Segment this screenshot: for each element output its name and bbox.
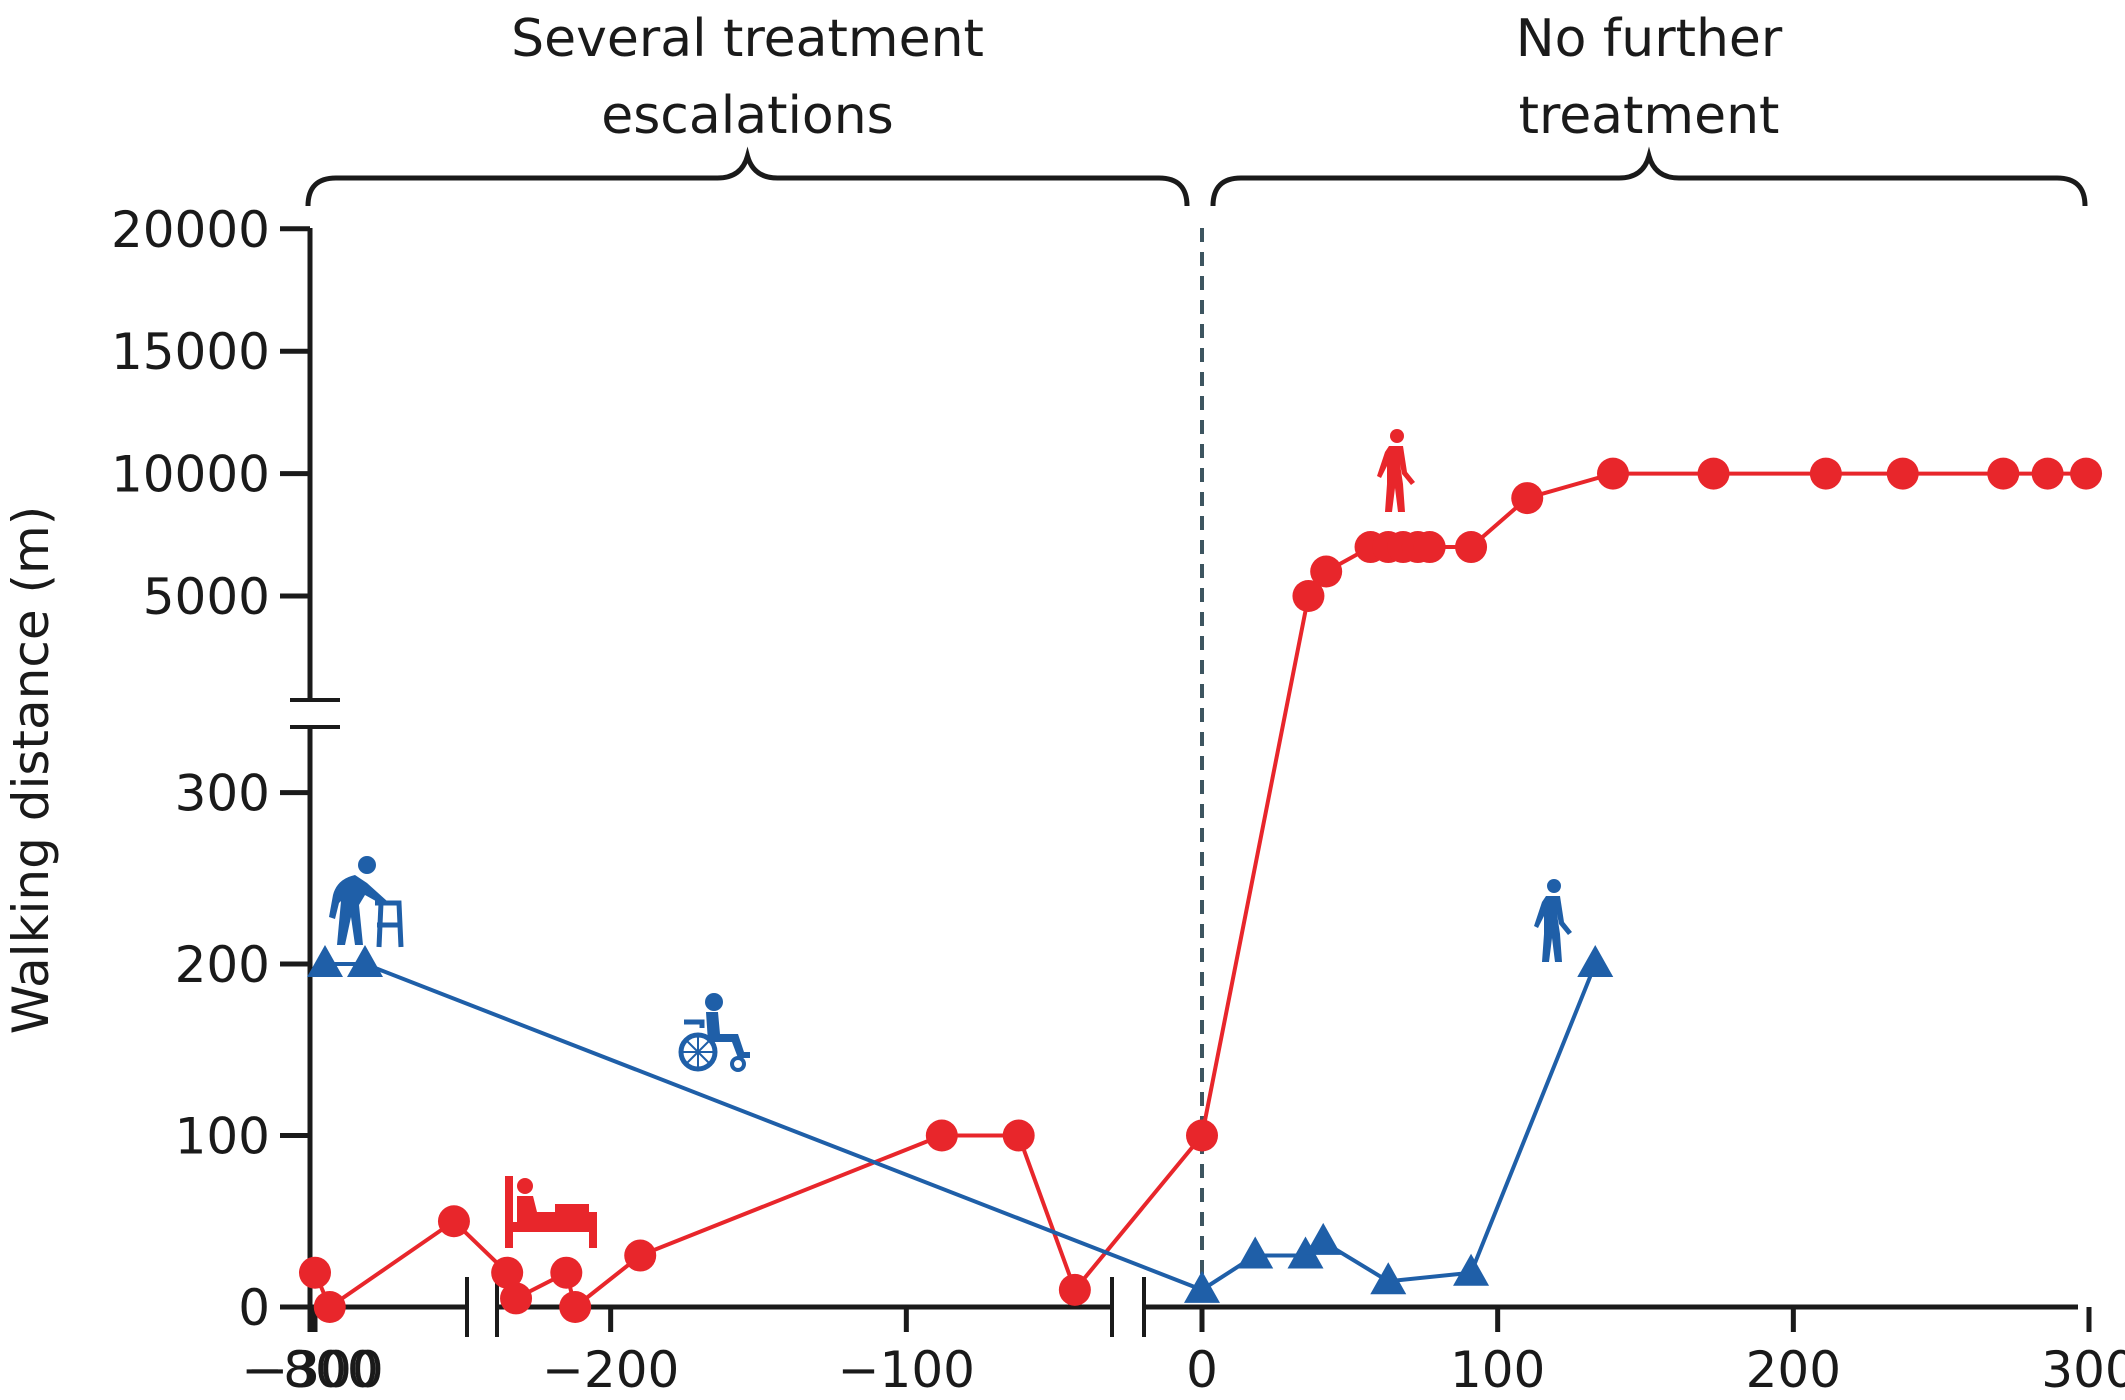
y-tick-label: 20000 bbox=[111, 201, 270, 259]
red-data-point bbox=[2031, 457, 2064, 490]
red-data-point bbox=[624, 1239, 657, 1272]
red-data-point bbox=[1596, 457, 1629, 490]
blue-data-point bbox=[347, 945, 383, 978]
period-brackets bbox=[305, 146, 2088, 207]
period-label-line: treatment bbox=[1519, 86, 1780, 146]
series-markers bbox=[298, 457, 2103, 1323]
icon-body bbox=[1377, 446, 1415, 512]
walking-person-icon bbox=[1377, 429, 1415, 512]
x-tick-label: −800 bbox=[241, 1341, 378, 1399]
blue-data-point bbox=[1184, 1270, 1220, 1303]
icon-head bbox=[705, 993, 723, 1011]
blue-data-point bbox=[1370, 1262, 1407, 1295]
wheelchair-icon bbox=[678, 993, 750, 1072]
x-tick-label: 300 bbox=[2041, 1341, 2125, 1399]
icon-body bbox=[329, 875, 387, 945]
icon-head bbox=[1390, 429, 1404, 443]
red-data-point bbox=[1002, 1119, 1035, 1152]
period-label-line: Several treatment bbox=[511, 9, 984, 69]
red-series-line bbox=[313, 471, 2087, 1311]
x-tick-label: 100 bbox=[1450, 1341, 1545, 1399]
red-data-point bbox=[1292, 580, 1325, 612]
icon-head bbox=[1547, 879, 1561, 893]
period-labels: Several treatment escalations No further tr… bbox=[511, 9, 1783, 146]
blue-series-line bbox=[325, 962, 1598, 1293]
red-data-point bbox=[1886, 457, 1919, 490]
icon-small-wheel bbox=[730, 1056, 746, 1072]
blue-data-point bbox=[1577, 945, 1614, 978]
x-tick-label: 200 bbox=[1746, 1341, 1841, 1399]
y-tick-label: 0 bbox=[238, 1279, 270, 1337]
y-axis-label: Walking distance (m) bbox=[2, 506, 60, 1034]
red-data-point bbox=[1987, 457, 2020, 490]
red-data-point bbox=[313, 1291, 346, 1323]
red-data-point bbox=[1511, 482, 1544, 515]
red-data-point bbox=[1809, 457, 1842, 490]
icon-head bbox=[517, 1178, 533, 1194]
red-data-point bbox=[1455, 531, 1488, 564]
walking-person-icon bbox=[1534, 879, 1572, 962]
y-tick-label: 15000 bbox=[111, 323, 270, 381]
red-data-point bbox=[298, 1256, 331, 1289]
y-tick-label: 10000 bbox=[111, 446, 270, 504]
red-data-point bbox=[1413, 531, 1446, 564]
blue-data-point bbox=[1305, 1222, 1342, 1255]
blue-data-point bbox=[1453, 1253, 1490, 1286]
red-data-point bbox=[1186, 1119, 1218, 1152]
icon-headboard bbox=[505, 1176, 513, 1248]
x-tick-label: −200 bbox=[542, 1341, 679, 1399]
axes: 0 100 200 300 5000 10000 15000 20000 −800−300 −20… bbox=[2, 201, 2125, 1399]
icon-body bbox=[1534, 896, 1572, 962]
icon-body bbox=[706, 1012, 750, 1058]
bed-icon bbox=[505, 1176, 597, 1248]
icon-walker-frame bbox=[375, 900, 404, 948]
icon-head bbox=[358, 856, 376, 874]
red-data-point bbox=[500, 1282, 533, 1315]
icon-body bbox=[513, 1196, 589, 1232]
period-label-line: No further bbox=[1516, 9, 1783, 69]
blue-data-point bbox=[307, 945, 343, 978]
blue-data-point bbox=[1287, 1236, 1324, 1269]
red-data-point bbox=[437, 1205, 470, 1238]
walker-person-icon bbox=[329, 856, 404, 948]
blue-data-point bbox=[1237, 1236, 1274, 1269]
y-tick-label: 100 bbox=[175, 1108, 270, 1166]
icons bbox=[329, 429, 1572, 1248]
x-tick-label: 0 bbox=[1186, 1341, 1218, 1399]
red-data-point bbox=[491, 1256, 524, 1289]
red-data-point bbox=[925, 1119, 958, 1152]
red-data-point bbox=[2070, 457, 2103, 490]
y-tick-label: 300 bbox=[175, 765, 270, 823]
red-data-point bbox=[1058, 1273, 1091, 1306]
icon-footboard bbox=[589, 1212, 597, 1248]
icon-spokes bbox=[681, 1035, 715, 1069]
icon-handle bbox=[684, 1019, 705, 1028]
red-data-point bbox=[1697, 457, 1730, 490]
x-tick-label: −300 bbox=[246, 1341, 383, 1399]
red-data-point bbox=[559, 1291, 592, 1323]
bracket-treatment-escalations bbox=[305, 146, 1190, 207]
red-data-point bbox=[550, 1256, 583, 1289]
red-data-point bbox=[1310, 555, 1343, 588]
period-label-line: escalations bbox=[601, 86, 894, 146]
bracket-no-further-treatment bbox=[1210, 146, 2088, 207]
y-tick-label: 5000 bbox=[143, 568, 270, 626]
y-tick-label: 200 bbox=[175, 936, 270, 994]
x-tick-label: −100 bbox=[838, 1341, 975, 1399]
